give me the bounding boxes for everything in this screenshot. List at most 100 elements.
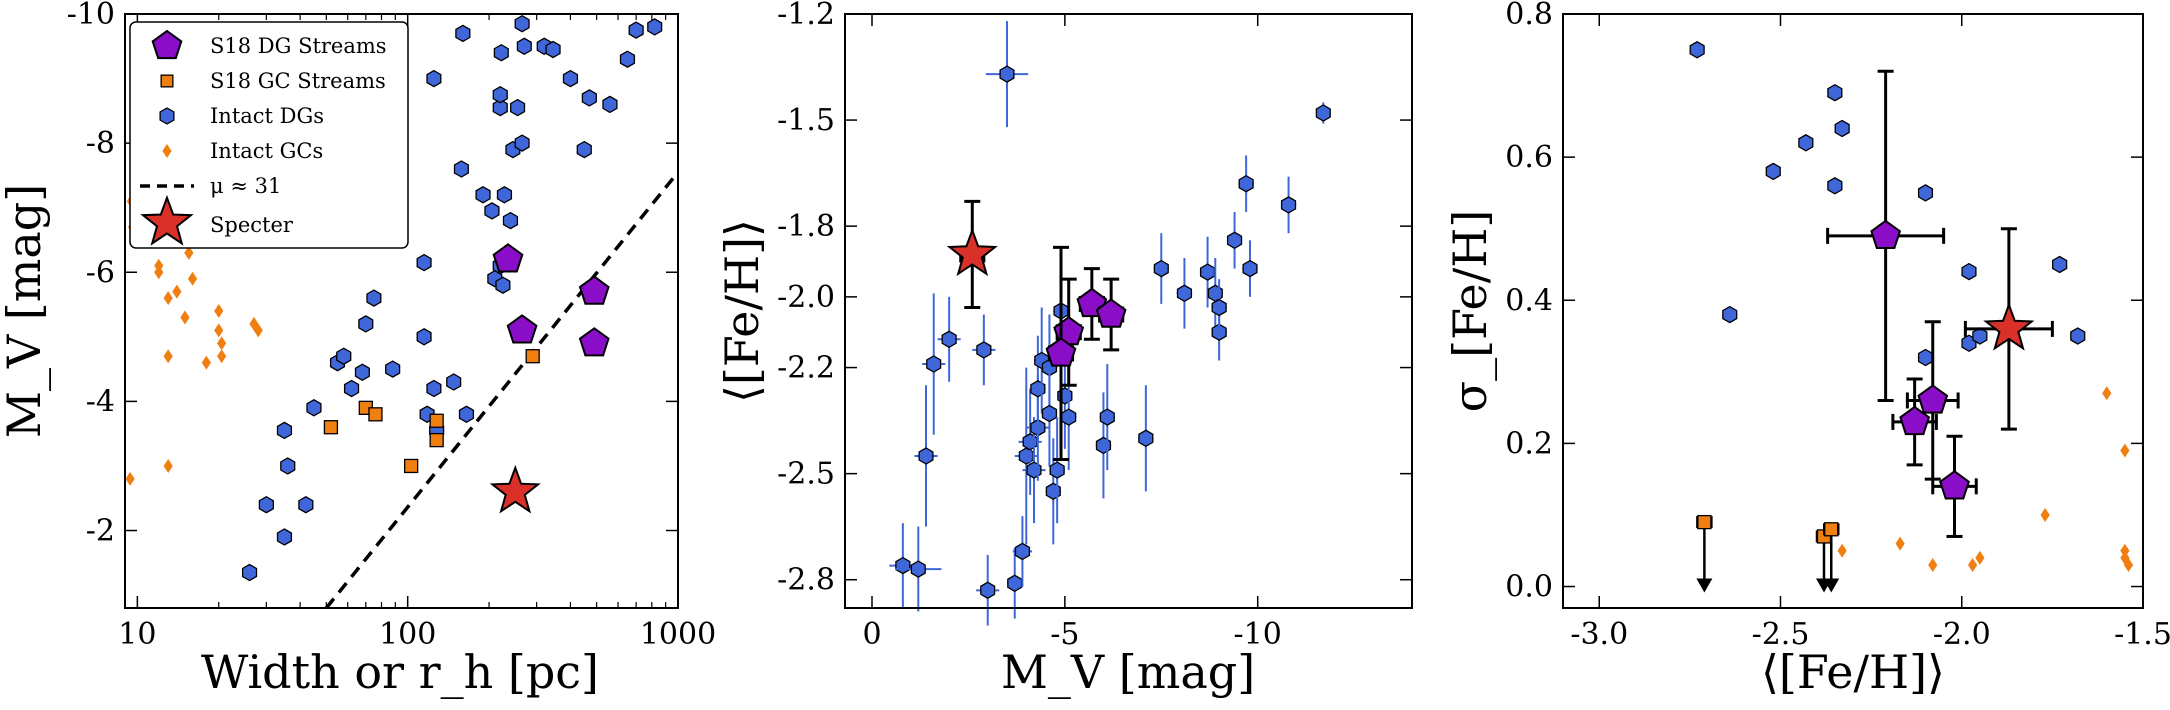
intact-dgs-point (354, 363, 370, 382)
legend-label-intact-gcs: Intact GCs (210, 139, 323, 163)
panel-c-ticks: -3.0 -2.5 -2.0 -1.5 0.0 0.2 0.4 0.6 0.8 (1505, 0, 2170, 652)
x-tick-label: -5 (1050, 617, 1079, 652)
panel-c-xlabel: ⟨[Fe/H]⟩ (1761, 645, 1945, 699)
intact-dgs-point (416, 253, 432, 272)
s18-gc-streams-point (1697, 514, 1712, 530)
intact-dgs-point (453, 160, 469, 178)
intact-dgs-point (280, 457, 296, 475)
intact-gcs-point (172, 284, 182, 299)
intact-dgs-point (1022, 433, 1038, 451)
intact-dgs-point (336, 347, 352, 365)
panel-c-frame (1562, 13, 2144, 609)
panel-c-ylabel: σ_[Fe/H] (1443, 210, 1497, 413)
intact-dgs-point (1238, 174, 1254, 193)
intact-gcs-point (1975, 550, 1985, 565)
panel-c: -3.0 -2.5 -2.0 -1.5 0.0 0.2 0.4 0.6 0.8 ⟨[Fe/H]⟩… (1443, 0, 2170, 699)
intact-dgs-point (276, 421, 293, 440)
intact-dgs-point (918, 447, 934, 465)
intact-dgs-point (1280, 196, 1297, 214)
intact-gcs-point (154, 265, 164, 280)
intact-dgs-point (1138, 429, 1154, 448)
intact-dgs-point (2052, 255, 2068, 274)
intact-dgs-point (492, 85, 508, 104)
specter-point (1983, 302, 2035, 351)
s18-dg-streams-point (1870, 219, 1902, 249)
intact-dgs-point (895, 556, 911, 575)
intact-dgs-point (426, 379, 442, 398)
x-tick-label: -2.0 (1933, 617, 1991, 652)
intact-dgs-point (475, 186, 491, 204)
s18-dg-streams-point (506, 314, 538, 344)
intact-dgs-point (1722, 305, 1738, 324)
intact-gcs-point (201, 355, 211, 370)
legend-label-intact-dgs: Intact DGs (210, 104, 324, 128)
intact-gcs-point (2120, 543, 2130, 558)
s18-dg-streams-point (1045, 337, 1077, 367)
intact-dgs-point (343, 379, 360, 398)
panel-a-frame (124, 13, 679, 609)
intact-gcs-point (163, 291, 173, 306)
intact-dgs-point (1315, 104, 1331, 122)
panel-a-marks (125, 14, 680, 610)
panel-b-marks (889, 21, 1331, 626)
s18-dg-streams-point (1095, 298, 1127, 328)
legend-symbol-gc-streams (160, 74, 174, 88)
intact-dgs-point (581, 89, 597, 107)
intact-gcs-point (214, 304, 224, 318)
panel-a-xlabel: Width or r_h [pc] (201, 645, 599, 699)
panel-b: 0 -5 -10 -1.2 -1.5 -1.8 -2.0 -2.2 -2.5 -2.8 M_V [… (715, 0, 1413, 699)
intact-dgs-point (1961, 262, 1977, 281)
intact-dgs-point (1041, 404, 1058, 423)
x-tick-label: 1000 (640, 617, 716, 652)
y-tick-label: -4 (86, 384, 115, 419)
s18-dg-streams-point (492, 243, 524, 273)
intact-dgs-point (1827, 177, 1843, 195)
intact-dgs-point (1014, 542, 1031, 561)
panel-b-frame (844, 13, 1413, 609)
y-tick-label: -10 (67, 0, 115, 32)
y-tick-label: 0.4 (1505, 283, 1553, 318)
intact-dgs-point (298, 495, 314, 514)
s18-gc-streams-point (323, 420, 339, 435)
intact-dgs-point (514, 14, 530, 33)
intact-gcs-point (2120, 443, 2130, 458)
legend-label-dg-streams: S18 DG Streams (210, 34, 387, 58)
s18-gc-streams-point (1824, 522, 1839, 537)
y-tick-label: 0.6 (1505, 140, 1553, 175)
y-tick-label: -1.2 (777, 0, 835, 32)
intact-dgs-point (458, 405, 475, 424)
intact-gcs-point (217, 336, 227, 351)
s18-dg-streams-point (1899, 405, 1931, 436)
legend-label-gc-streams: S18 GC Streams (210, 69, 386, 93)
specter-point (489, 464, 541, 514)
panel-c-marks (1689, 41, 2134, 593)
intact-dgs-point (446, 373, 462, 391)
intact-dgs-point (514, 134, 530, 152)
intact-gcs-point (163, 349, 173, 364)
intact-dgs-point (999, 65, 1015, 83)
panel-b-ticks: 0 -5 -10 -1.2 -1.5 -1.8 -2.0 -2.2 -2.5 -2.8 (777, 0, 1412, 652)
legend-label-mu-line: μ ≈ 31 (210, 174, 281, 198)
legend-symbol-specter (140, 194, 194, 246)
intact-dgs-point (493, 43, 509, 62)
intact-gcs-point (2040, 507, 2050, 522)
intact-gcs-point (1928, 558, 1938, 573)
intact-dgs-point (416, 328, 432, 346)
intact-dgs-point (941, 330, 957, 349)
mu-31-line (324, 171, 680, 610)
intact-dgs-point (1242, 259, 1258, 278)
intact-dgs-point (1095, 436, 1112, 455)
panel-a: 10 100 1000 -2 -4 -6 -8 -10 Width or r_h [pc] M… (0, 0, 716, 699)
specter-point (946, 227, 998, 277)
intact-dgs-point (1827, 83, 1843, 102)
intact-dgs-point (496, 186, 513, 204)
intact-dgs-point (306, 399, 322, 417)
y-tick-label: -8 (86, 126, 115, 161)
y-tick-label: -2.8 (777, 563, 835, 598)
intact-dgs-point (258, 495, 274, 514)
intact-dgs-point (576, 140, 592, 159)
intact-dgs-point (1834, 119, 1850, 138)
intact-dgs-point (2070, 327, 2086, 345)
intact-gcs-point (1837, 543, 1847, 558)
